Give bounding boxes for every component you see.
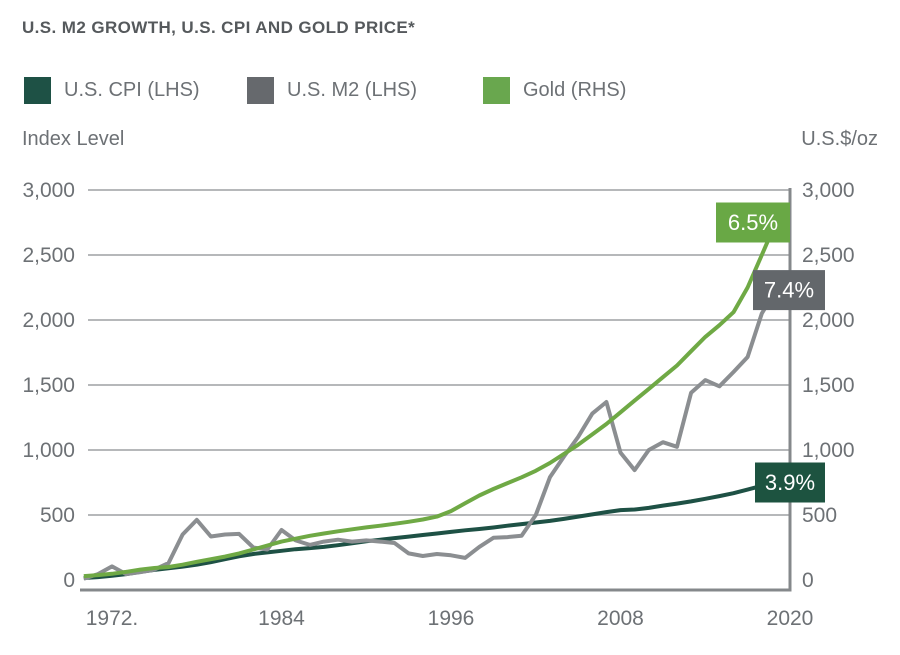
y-tick-left-1000: 1,000	[22, 439, 75, 462]
cpi-legend-swatch	[24, 77, 51, 104]
legend-item-gold: Gold (RHS)	[483, 77, 626, 104]
x-tick-2020: 2020	[767, 607, 814, 630]
y-tick-left-2000: 2,000	[22, 309, 75, 332]
right-axis-title: U.S.$/oz	[801, 128, 878, 150]
y-tick-right-2000: 2,000	[802, 309, 855, 332]
legend-item-cpi: U.S. CPI (LHS)	[24, 77, 200, 104]
left-axis-title: Index Level	[22, 128, 125, 150]
legend-item-m2: U.S. M2 (LHS)	[247, 77, 417, 104]
gold-legend-swatch	[483, 77, 510, 104]
x-tick-1972: 1972.	[86, 607, 139, 630]
end-label-box-m2	[753, 270, 825, 311]
m2-legend-swatch	[247, 77, 274, 104]
y-tick-left-500: 500	[40, 504, 75, 527]
series-line-cpi	[83, 480, 777, 580]
y-tick-right-2500: 2,500	[802, 244, 855, 267]
x-tick-1984: 1984	[258, 607, 305, 630]
y-tick-right-500: 500	[802, 504, 837, 527]
series-line-m2	[83, 289, 778, 581]
y-tick-right-3000: 3,000	[802, 179, 855, 202]
y-tick-left-3000: 3,000	[22, 179, 75, 202]
y-tick-left-0: 0	[63, 569, 75, 592]
y-tick-right-0: 0	[802, 569, 814, 592]
x-tick-2008: 2008	[597, 607, 644, 630]
end-label-text-cpi: 3.9%	[765, 470, 815, 495]
m2-legend-label: U.S. M2 (LHS)	[287, 79, 418, 101]
y-tick-left-1500: 1,500	[22, 374, 75, 397]
x-tick-1996: 1996	[428, 607, 475, 630]
y-tick-right-1500: 1,500	[802, 374, 855, 397]
end-label-box-gold	[716, 202, 790, 243]
chart-title: U.S. M2 GROWTH, U.S. CPI AND GOLD PRICE*	[22, 18, 416, 37]
series-line-gold	[83, 221, 778, 579]
y-tick-left-2500: 2,500	[22, 244, 75, 267]
gold-legend-label: Gold (RHS)	[523, 79, 627, 101]
end-label-box-cpi	[755, 462, 825, 503]
y-tick-right-1000: 1,000	[802, 439, 855, 462]
end-label-text-m2: 7.4%	[764, 278, 814, 303]
cpi-legend-label: U.S. CPI (LHS)	[64, 79, 200, 101]
end-label-text-gold: 6.5%	[728, 210, 778, 235]
axis-frame	[80, 188, 792, 592]
